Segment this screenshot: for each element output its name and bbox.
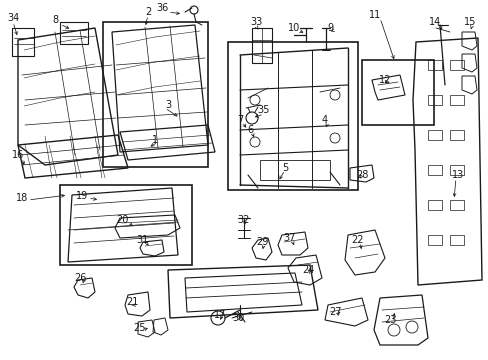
- Text: 13: 13: [451, 170, 463, 180]
- Text: 35: 35: [257, 105, 270, 115]
- Text: 36: 36: [156, 3, 168, 13]
- Text: 1: 1: [152, 135, 158, 145]
- Bar: [12, 28, 34, 56]
- Text: 21: 21: [125, 297, 138, 307]
- Bar: [427, 130, 441, 140]
- Text: 25: 25: [134, 323, 146, 333]
- Text: 34: 34: [7, 13, 19, 23]
- Bar: [361, 60, 433, 125]
- Bar: [427, 165, 441, 175]
- Bar: [427, 60, 441, 70]
- Text: 33: 33: [249, 17, 262, 27]
- Text: 30: 30: [231, 313, 244, 323]
- Text: 7: 7: [236, 115, 243, 125]
- Bar: [449, 200, 463, 210]
- Text: 8: 8: [52, 15, 58, 25]
- Text: 32: 32: [236, 215, 249, 225]
- Text: 19: 19: [76, 191, 88, 201]
- Text: 15: 15: [463, 17, 475, 27]
- Text: 26: 26: [74, 273, 86, 283]
- Text: 31: 31: [136, 235, 148, 245]
- Text: 24: 24: [301, 265, 314, 275]
- Text: 4: 4: [321, 115, 327, 125]
- Text: 14: 14: [428, 17, 440, 27]
- Text: 28: 28: [355, 170, 367, 180]
- Text: 16: 16: [12, 150, 24, 160]
- Text: 12: 12: [378, 75, 390, 85]
- Bar: [449, 130, 463, 140]
- Bar: [449, 165, 463, 175]
- Text: 29: 29: [255, 237, 267, 247]
- Bar: [427, 95, 441, 105]
- Text: 5: 5: [281, 163, 287, 173]
- Text: 11: 11: [368, 10, 380, 20]
- Text: 20: 20: [116, 215, 128, 225]
- Text: 6: 6: [246, 125, 253, 135]
- Text: 17: 17: [213, 310, 226, 320]
- Text: 18: 18: [16, 193, 28, 203]
- Text: 37: 37: [283, 233, 296, 243]
- Bar: [427, 200, 441, 210]
- Bar: [103, 22, 207, 167]
- Text: 9: 9: [326, 23, 332, 33]
- Bar: [449, 60, 463, 70]
- Bar: [60, 185, 192, 265]
- Text: 3: 3: [164, 100, 171, 110]
- Bar: [60, 22, 88, 44]
- Bar: [449, 235, 463, 245]
- Bar: [427, 235, 441, 245]
- Text: 2: 2: [144, 7, 151, 17]
- Text: 10: 10: [287, 23, 300, 33]
- Bar: [227, 42, 357, 190]
- Bar: [251, 28, 271, 63]
- Bar: [260, 160, 329, 180]
- Text: 22: 22: [351, 235, 364, 245]
- Bar: [449, 95, 463, 105]
- Text: 23: 23: [383, 315, 395, 325]
- Text: 27: 27: [328, 307, 341, 317]
